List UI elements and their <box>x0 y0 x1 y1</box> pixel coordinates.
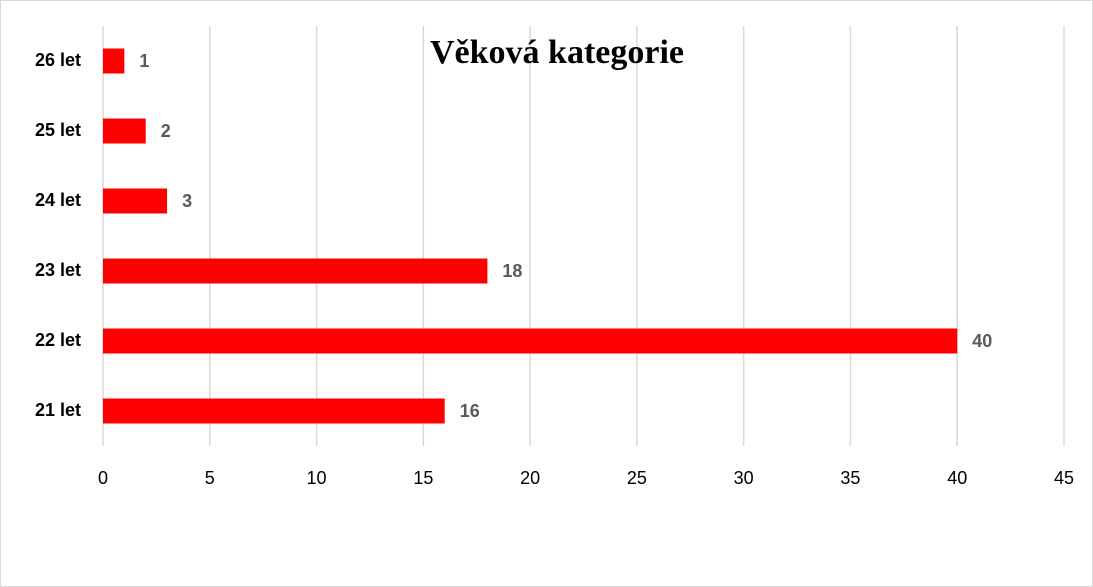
bar <box>103 328 958 354</box>
x-tick-label: 40 <box>947 468 967 488</box>
data-label: 2 <box>161 121 171 141</box>
x-tick-label: 30 <box>734 468 754 488</box>
x-tick-label: 20 <box>520 468 540 488</box>
x-tick-label: 35 <box>840 468 860 488</box>
bar <box>103 258 488 284</box>
x-tick-label: 10 <box>307 468 327 488</box>
x-tick-label: 0 <box>98 468 108 488</box>
chart-title: Věková kategorie <box>430 34 684 71</box>
data-label: 18 <box>502 261 522 281</box>
bar <box>103 118 146 144</box>
x-tick-label: 15 <box>413 468 433 488</box>
y-tick-label: 22 let <box>35 330 81 350</box>
bar <box>103 48 125 74</box>
data-label: 40 <box>972 331 992 351</box>
y-tick-label: 26 let <box>35 50 81 70</box>
x-tick-label: 45 <box>1054 468 1074 488</box>
y-tick-label: 21 let <box>35 400 81 420</box>
data-label: 3 <box>182 191 192 211</box>
data-label: 1 <box>139 51 149 71</box>
data-label: 16 <box>460 401 480 421</box>
y-tick-label: 24 let <box>35 190 81 210</box>
y-tick-label: 23 let <box>35 260 81 280</box>
bar <box>103 398 445 424</box>
bar <box>103 188 168 214</box>
x-tick-label: 5 <box>205 468 215 488</box>
y-tick-label: 25 let <box>35 120 81 140</box>
x-tick-label: 25 <box>627 468 647 488</box>
